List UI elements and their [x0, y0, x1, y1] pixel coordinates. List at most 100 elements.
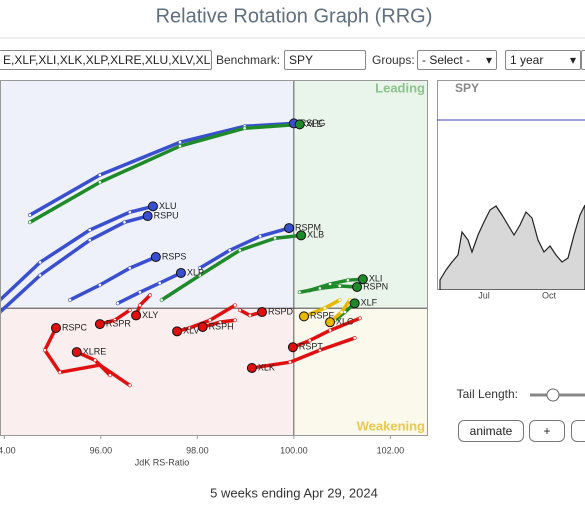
tail-point	[197, 266, 202, 271]
tail-point	[122, 220, 127, 225]
series-label: RSPC	[62, 322, 88, 332]
plot-border	[0, 80, 428, 436]
benchmark-x-label: Jul	[478, 290, 490, 300]
tail-point	[68, 298, 72, 302]
tail-line	[250, 336, 357, 370]
series-label: RSPT	[299, 342, 324, 352]
series-label: RSPR	[106, 318, 132, 328]
benchmark-label: Benchmark:	[216, 53, 281, 67]
head-point	[71, 347, 82, 358]
benchmark-title: SPY	[455, 81, 479, 95]
tail-point	[127, 308, 132, 312]
head-point	[257, 307, 268, 318]
benchmark-input[interactable]: SPY	[284, 50, 366, 70]
series-label: RSPN	[363, 281, 388, 291]
tail-point	[227, 248, 232, 253]
tail-point	[178, 144, 182, 148]
series-label: XLY	[142, 310, 158, 320]
groups-select[interactable]: - Select -	[417, 50, 497, 70]
quadrant-label: Weakening	[357, 418, 425, 433]
head-point	[357, 274, 368, 285]
tail-point	[328, 328, 332, 333]
tail-point	[258, 234, 262, 239]
head-point	[284, 223, 295, 234]
head-point	[325, 317, 336, 328]
series-label: XLU	[159, 201, 177, 211]
series-label: RSPH	[209, 321, 234, 331]
tail-point	[93, 358, 97, 363]
tail-point	[337, 298, 342, 302]
more-select[interactable]	[581, 50, 585, 70]
plus-button[interactable]: +	[529, 420, 565, 442]
tail-point	[318, 348, 322, 353]
head-point	[296, 230, 307, 241]
tail-point	[242, 126, 247, 131]
head-point	[50, 322, 61, 333]
series-label: XLV	[183, 326, 199, 336]
series-label: RSPS	[162, 251, 187, 261]
tail-point	[159, 298, 164, 302]
tail-point	[112, 318, 117, 323]
page-title: Relative Rotation Graph (RRG)	[156, 5, 433, 27]
tail-point	[38, 273, 42, 278]
tail-point	[187, 326, 192, 330]
tail-point	[127, 266, 132, 271]
tail-point	[273, 236, 277, 241]
series-label: XLI	[369, 274, 383, 284]
tail-point	[352, 336, 357, 340]
quadrant-weakening	[293, 308, 428, 436]
x-tick-label: 102.00	[377, 445, 405, 455]
head-point	[287, 342, 298, 353]
tail-point	[339, 310, 344, 314]
slider-knob[interactable]	[546, 388, 560, 402]
head-point	[197, 321, 208, 332]
tail-point	[197, 273, 202, 278]
head-point	[349, 298, 360, 309]
tail-point	[138, 303, 142, 308]
symbols-input[interactable]: E,XLF,XLI,XLK,XLP,XLRE,XLU,XLV,XL	[0, 50, 212, 70]
series-label: XLB	[307, 230, 324, 240]
tail-point	[218, 320, 222, 325]
tail-line	[291, 316, 362, 349]
animate-button[interactable]: animate	[458, 420, 524, 442]
tail-point	[178, 140, 182, 145]
tail-line	[115, 271, 183, 306]
series-label: RSPG	[300, 118, 326, 128]
head-point	[294, 119, 305, 130]
tail-point	[38, 260, 42, 265]
tail-point	[233, 303, 237, 308]
series-label: XLE	[306, 119, 323, 129]
head-point	[246, 362, 257, 373]
tail-point	[307, 338, 312, 343]
tail-point	[138, 290, 142, 295]
x-tick-label: 94.00	[0, 445, 16, 455]
quadrant-label: Leading	[375, 80, 425, 95]
x-tick-label: 100.00	[280, 445, 308, 455]
head-point	[175, 267, 186, 278]
tail-point	[97, 283, 102, 287]
tail-point	[346, 278, 350, 283]
tail-point	[28, 220, 32, 225]
series-label: RSPM	[295, 222, 321, 232]
tail-point	[108, 373, 112, 378]
quadrant-leading	[293, 80, 428, 309]
tail-point	[358, 316, 362, 321]
tail-point	[28, 213, 32, 217]
benchmark-price	[439, 204, 585, 290]
tail-point	[237, 248, 242, 253]
head-point	[298, 311, 309, 322]
period-select[interactable]: 1 year	[505, 50, 581, 70]
tail-point	[127, 210, 132, 215]
series-label: RSPU	[154, 210, 179, 220]
series-label: XLC	[336, 317, 354, 327]
benchmark-x-label: Oct	[542, 290, 557, 300]
minus-button[interactable]	[571, 420, 585, 442]
series-label: XLK	[258, 362, 275, 372]
head-point	[94, 319, 105, 330]
tail-point	[237, 308, 242, 312]
tail-point	[42, 348, 47, 353]
